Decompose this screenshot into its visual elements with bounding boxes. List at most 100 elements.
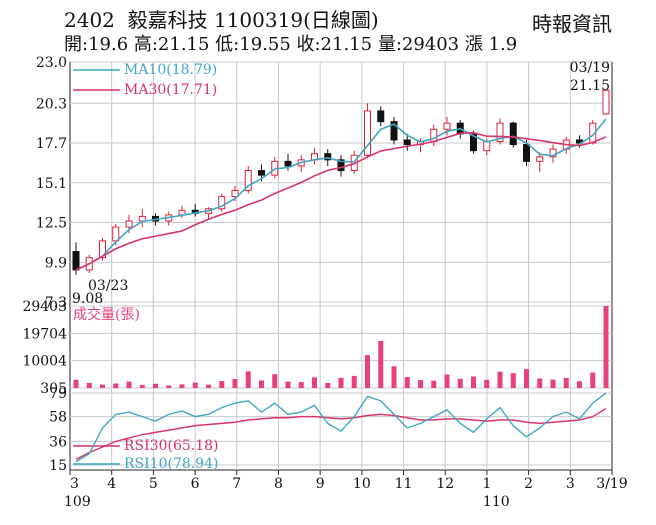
price-tick-label: 7.3 <box>45 295 67 311</box>
volume-bar <box>378 340 384 388</box>
legend-label: MA10(18.79) <box>124 62 217 78</box>
rsi-tick-label: 58 <box>49 410 67 426</box>
rsi-line <box>75 407 607 460</box>
candle-body <box>470 133 477 152</box>
chart-period: (日線圖) <box>303 8 379 32</box>
volume-bar <box>391 366 397 388</box>
month-label: 12 <box>436 476 454 492</box>
volume-bar <box>497 371 503 388</box>
volume-bar <box>603 306 609 388</box>
volume-bar <box>166 385 172 388</box>
rsi-tick-label: 36 <box>49 434 67 450</box>
price-tick-label: 23.0 <box>36 55 67 71</box>
month-label: 11 <box>395 476 413 492</box>
volume-bar <box>232 378 238 388</box>
candle-body <box>602 89 610 115</box>
candle-body <box>72 251 80 271</box>
volume-bar <box>351 375 357 388</box>
month-label: 3 <box>566 476 575 492</box>
candle-body <box>403 139 411 146</box>
rsi-tick-label: 15 <box>49 458 67 474</box>
year-label: 109 <box>64 494 91 510</box>
month-label: 9 <box>316 476 325 492</box>
volume-tick-label: 19704 <box>22 326 67 342</box>
candle-body <box>244 170 252 191</box>
quote-line: 開:19.6 高:21.15 低:19.55 收:21.15 量:29403 漲… <box>64 34 518 55</box>
legend-label: MA30(17.71) <box>124 82 217 98</box>
volume-tick-label: 29403 <box>22 299 67 315</box>
volume-bar <box>550 379 556 388</box>
month-label: 10 <box>353 476 371 492</box>
volume-title: 成交量(張) <box>73 306 140 323</box>
candle-body <box>496 122 504 142</box>
ma-line <box>75 118 607 271</box>
rsi-legend-label: RSI10(78.94) <box>124 456 218 472</box>
stock-code: 2402 <box>64 8 115 32</box>
volume-bar <box>298 382 304 388</box>
low-value-label: 9.08 <box>72 291 103 307</box>
low-date-label: 03/23 <box>88 278 128 294</box>
plot-frame <box>69 61 613 471</box>
volume-bar <box>484 379 490 388</box>
volume-bar <box>457 378 463 388</box>
volume-bar <box>100 384 105 388</box>
month-label: 6 <box>191 476 200 492</box>
volume-bar <box>259 380 264 388</box>
price-tick-label: 20.3 <box>36 96 67 112</box>
price-tick-label: 15.1 <box>36 176 67 192</box>
rsi-legend-label: RSI30(65.18) <box>124 438 218 454</box>
candle-body <box>536 156 544 162</box>
volume-bar <box>219 380 225 388</box>
volume-bar <box>86 382 92 388</box>
volume-bar <box>272 374 278 388</box>
volume-bar <box>73 379 79 388</box>
candle-body <box>509 122 517 146</box>
month-label: 5 <box>149 476 158 492</box>
candle-body <box>112 226 120 242</box>
volume-bar <box>285 381 291 388</box>
candle-body <box>377 110 385 123</box>
ma-line <box>75 132 607 271</box>
price-tick-label: 12.5 <box>36 216 67 232</box>
volume-bar <box>139 384 145 388</box>
candle-body <box>218 196 226 210</box>
rsi-tick-label: 79 <box>49 386 67 402</box>
volume-bar <box>510 373 516 388</box>
month-label: 1 <box>482 476 491 492</box>
volume-tick-label: 10004 <box>22 354 67 370</box>
volume-bar <box>365 355 370 388</box>
volume-bar <box>153 383 158 388</box>
volume-bar <box>404 377 410 388</box>
candle-body <box>337 159 345 172</box>
volume-bar <box>590 372 596 388</box>
volume-bar <box>471 376 476 388</box>
price-tick-label: 17.7 <box>36 136 67 152</box>
month-label: 3 <box>70 476 79 492</box>
candle-body <box>364 110 371 156</box>
volume-bar <box>179 384 185 388</box>
volume-bar <box>206 384 211 388</box>
volume-bar <box>418 380 423 388</box>
volume-bar <box>524 369 529 388</box>
volume-bar <box>537 378 543 388</box>
candle-body <box>324 153 332 161</box>
volume-bar <box>312 377 317 388</box>
source-label: 時報資訊 <box>532 12 612 36</box>
candle-body <box>258 170 265 176</box>
candle-body <box>138 215 146 222</box>
candle-body <box>523 144 530 162</box>
volume-tick-label: 305 <box>40 381 67 397</box>
volume-bar <box>563 377 569 388</box>
volume-bar <box>192 382 198 388</box>
high-value-label: 21.15 <box>570 78 610 94</box>
volume-bar <box>338 377 344 388</box>
month-label: 3/19 <box>596 476 627 492</box>
year-label: 110 <box>483 494 510 510</box>
volume-bar <box>577 381 582 388</box>
candle-body <box>549 148 557 158</box>
candle-body <box>443 122 451 130</box>
price-tick-label: 9.9 <box>45 255 67 271</box>
month-label: 4 <box>107 476 116 492</box>
candle-body <box>125 220 133 228</box>
